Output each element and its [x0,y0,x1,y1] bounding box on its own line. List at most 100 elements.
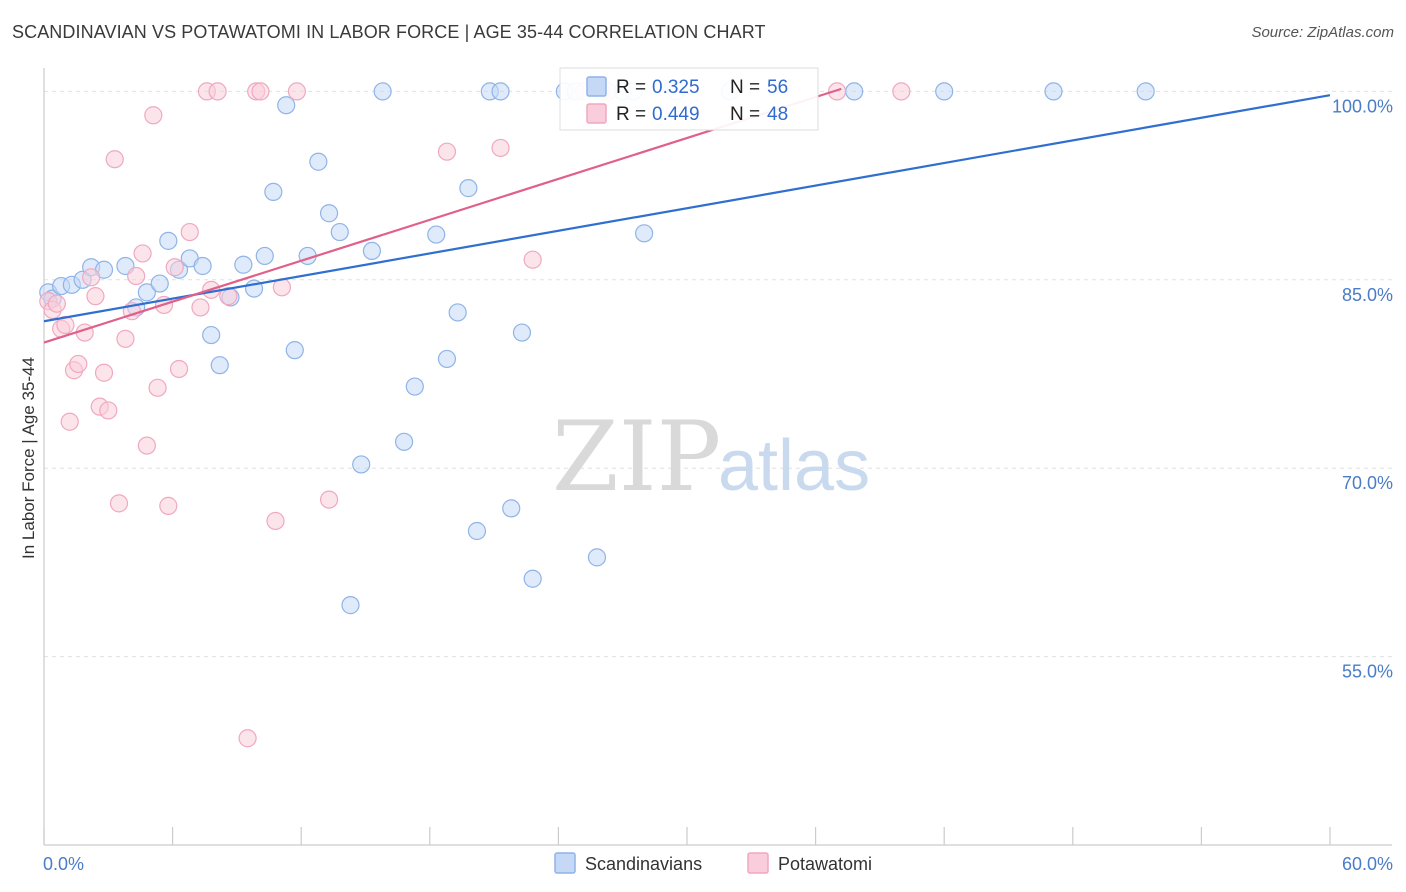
scandinavian-point [512,323,532,342]
potawatomi-point [105,150,124,169]
gridlines [44,90,1392,658]
scandinavian-trend-line [43,94,1331,323]
scandinavian-point [394,432,414,451]
scandinavian-point [159,231,178,250]
potawatomi-point [437,142,457,161]
trend-lines [43,87,1331,344]
potawatomi-point [165,258,184,277]
potawatomi-point [287,82,307,101]
scandinavian-point [193,256,212,276]
legend-swatch-scandinavians [554,852,576,874]
legend-swatch-potawatomi [747,852,769,874]
data-points [39,82,1155,748]
potawatomi-point [94,363,114,382]
y-tick-label-2: 70.0% [1342,473,1393,493]
potawatomi-point [86,287,105,306]
legend-label-scandinavians: Scandinavians [585,854,702,874]
stats-r-label-scandinavians: R = [616,77,646,98]
stats-legend: R = 0.325 N = 56 R = 0.449 N = 48 [559,67,819,131]
potawatomi-point [82,268,101,287]
potawatomi-point [180,222,199,242]
stats-r-value-scandinavians: 0.325 [652,77,700,98]
stats-n-value-potawatomi: 48 [767,104,788,125]
y-tick-labels: 100.0% 85.0% 70.0% 55.0% [1332,96,1393,681]
scandinavian-point [234,255,253,274]
potawatomi-point [133,244,152,263]
y-tick-label-0: 100.0% [1332,96,1393,116]
scandinavian-point [448,303,467,322]
potawatomi-point [69,354,88,374]
scandinavian-point [264,182,283,201]
scandinavian-point [491,82,510,101]
potawatomi-point [60,412,79,431]
potawatomi-point [169,359,189,379]
scandinavian-point [150,274,169,293]
potawatomi-point [191,298,210,317]
stats-n-value-scandinavians: 56 [767,77,788,98]
potawatomi-point [137,436,156,455]
scandinavian-point [373,82,392,101]
scandinavian-point [341,596,360,615]
watermark-zip: ZIP [552,401,721,513]
scandinavian-point [405,377,424,396]
axes [43,68,1392,846]
x-tick-labels: 0.0% 60.0% [43,854,1393,874]
scandinavian-point [502,499,521,518]
scandinavian-point [255,246,274,266]
potawatomi-point [127,266,146,286]
stats-r-value-potawatomi: 0.449 [652,104,700,125]
scandinavian-point [309,152,328,171]
legend-label-potawatomi: Potawatomi [778,854,872,874]
stats-n-label-potawatomi: N = [730,104,760,125]
potawatomi-point [109,494,129,513]
scandinavian-point [352,455,371,474]
watermark: ZIP atlas [552,401,870,513]
scandinavian-point [1136,82,1155,101]
potawatomi-point [116,329,135,348]
y-axis-title: In Labor Force | Age 35-44 [19,357,38,559]
watermark-atlas: atlas [718,426,870,506]
scandinavian-point [437,349,457,369]
scandinavian-point [523,569,542,588]
x-tick-label-1: 60.0% [1342,854,1393,874]
scandinavian-point [459,179,478,198]
y-tick-label-1: 85.0% [1342,285,1393,305]
potawatomi-point [491,138,510,158]
stats-n-label-scandinavians: N = [730,77,760,98]
scandinavian-point [635,224,654,243]
potawatomi-point [319,490,339,509]
scandinavian-point [285,341,304,360]
potawatomi-point [251,82,270,101]
scandinavian-point [845,82,864,101]
potawatomi-point [144,106,163,125]
scandinavian-point [210,356,229,375]
scandinavian-point [587,548,607,567]
scandinavian-point [935,82,954,101]
stats-swatch-potawatomi [586,103,607,124]
scandinavian-point [467,521,487,541]
y-tick-label-3: 55.0% [1342,662,1393,682]
potawatomi-point [208,82,227,101]
scandinavian-point [330,222,349,242]
scandinavian-point [202,325,221,345]
potawatomi-point [159,496,178,515]
bottom-legend: Scandinavians Potawatomi [554,852,872,874]
source-label: Source: ZipAtlas.com [1251,24,1394,41]
stats-r-label-potawatomi: R = [616,104,646,125]
potawatomi-trend-line [43,87,842,344]
x-tick-label-0: 0.0% [43,854,84,874]
stats-swatch-scandinavians [586,76,607,97]
potawatomi-point [238,729,257,748]
scandinavian-point [1044,82,1063,101]
scandinavian-point [137,283,156,302]
potawatomi-point [99,401,118,420]
potawatomi-point [47,294,66,313]
potawatomi-point [523,250,542,269]
potawatomi-point [148,378,167,397]
chart-title: SCANDINAVIAN VS POTAWATOMI IN LABOR FORC… [12,22,766,42]
scandinavian-point [427,225,446,244]
scandinavian-point [319,204,339,223]
potawatomi-point [892,82,911,101]
scandinavian-point [277,96,296,115]
